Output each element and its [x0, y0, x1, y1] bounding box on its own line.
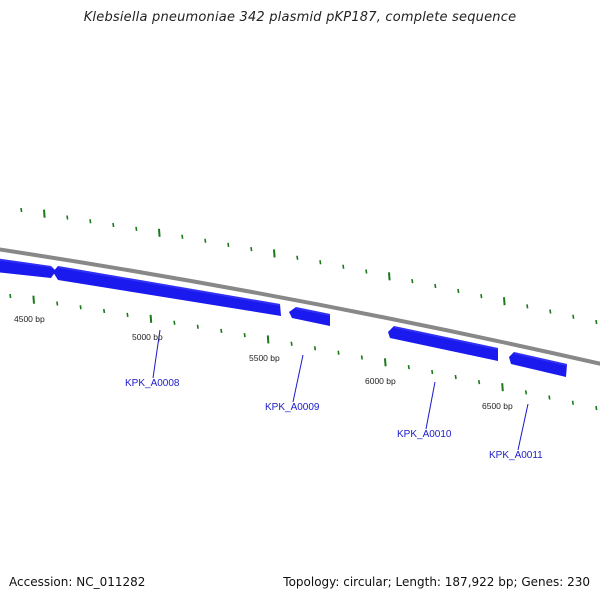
tick-mark: [89, 219, 92, 224]
tick-mark: [181, 234, 184, 239]
tick-mark: [342, 264, 345, 269]
tick-mark: [434, 283, 437, 289]
tick-mark: [360, 355, 363, 360]
tick-mark: [595, 319, 598, 325]
gene-label[interactable]: KPK_A0010: [397, 429, 452, 440]
tick-mark: [503, 297, 506, 306]
tick-mark: [526, 304, 529, 309]
tick-mark: [32, 295, 35, 304]
tick-mark: [501, 383, 504, 392]
tick-mark: [266, 335, 270, 344]
tick-mark: [112, 222, 115, 228]
gene-label[interactable]: KPK_A0009: [265, 402, 320, 413]
backbone-line: [0, 247, 600, 366]
gene-label[interactable]: KPK_A0011: [489, 450, 543, 461]
tick-mark: [250, 246, 253, 252]
gene-arrow[interactable]: [388, 326, 498, 361]
outer-tick-track: [20, 207, 598, 325]
gene-label-line: [517, 403, 529, 451]
tick-mark: [196, 324, 199, 329]
tick-mark: [549, 309, 552, 314]
tick-mark: [431, 369, 434, 375]
tick-mark: [149, 314, 153, 323]
position-label: 5500 bp: [249, 353, 280, 363]
tick-mark: [79, 305, 82, 310]
tick-mark: [290, 341, 293, 346]
tick-mark: [319, 260, 322, 265]
tick-mark: [56, 301, 59, 306]
tick-mark: [407, 364, 410, 370]
tick-mark: [337, 350, 340, 355]
map-title: Klebsiella pneumoniae 342 plasmid pKP187…: [83, 10, 517, 25]
tick-mark: [411, 278, 414, 284]
tick-mark: [296, 255, 299, 260]
topology-summary: Topology: circular; Length: 187,922 bp; …: [283, 575, 590, 589]
tick-mark: [571, 400, 574, 405]
accession-label: Accession: NC_011282: [9, 575, 146, 589]
tick-mark: [548, 395, 551, 400]
gene-label-line: [292, 354, 304, 403]
tick-mark: [572, 314, 575, 319]
tick-mark: [135, 226, 138, 232]
gene-label-line: [152, 329, 161, 379]
gene-label-line: [425, 381, 436, 430]
tick-mark: [480, 293, 483, 299]
tick-mark: [220, 328, 223, 334]
tick-mark: [457, 288, 460, 294]
gene-arrow[interactable]: [289, 307, 330, 326]
position-label: 6000 bp: [365, 376, 396, 386]
tick-mark: [243, 332, 246, 338]
gene-arrow[interactable]: [0, 258, 56, 278]
tick-mark: [313, 346, 317, 351]
inner-tick-track: [9, 293, 598, 411]
tick-mark: [204, 238, 207, 243]
position-label: 5000 bp: [132, 332, 163, 342]
tick-mark: [388, 272, 391, 281]
tick-mark: [43, 209, 46, 218]
tick-mark: [9, 293, 12, 299]
tick-mark: [227, 242, 230, 248]
tick-mark: [126, 312, 129, 318]
tick-mark: [595, 405, 598, 411]
tick-mark: [365, 269, 368, 274]
position-label: 4500 bp: [14, 314, 45, 324]
tick-mark: [20, 207, 23, 213]
gene-label[interactable]: KPK_A0008: [125, 378, 180, 389]
tick-mark: [454, 374, 457, 380]
tick-mark: [103, 308, 106, 314]
tick-mark: [158, 228, 161, 237]
tick-mark: [273, 249, 276, 258]
gene-arrow[interactable]: [509, 352, 567, 377]
position-label: 6500 bp: [482, 401, 513, 411]
tick-mark: [66, 215, 69, 220]
tick-mark: [524, 390, 528, 395]
tick-mark: [384, 358, 387, 367]
gene-arrow[interactable]: [53, 266, 281, 316]
tick-mark: [478, 379, 481, 385]
tick-mark: [173, 320, 176, 325]
